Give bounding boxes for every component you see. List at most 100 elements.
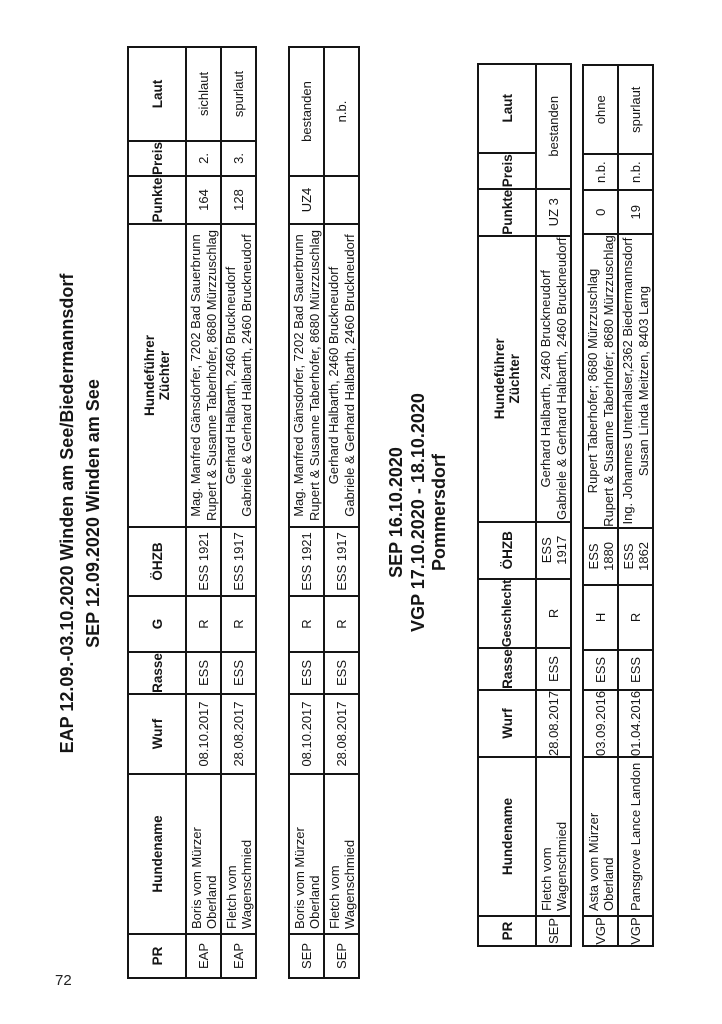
cell-rasse: ESS [221,652,256,694]
cell-wurf: 03.09.2016 [583,689,618,757]
col-header-laut: Laut [478,63,536,153]
cell-rasse: ESS [289,652,324,694]
cell-hundename: Fletch vom Wagenschmied [324,774,359,934]
header-zuechter: Züchter [507,353,522,404]
hundefuehrer-line: Gerhard Halbarth, 2460 Bruckneudorf [223,266,238,485]
cell-hundefuehrer-zuechter: Ing. Johannes Unterhalser,2362 Biederman… [618,234,653,528]
table-row: EAP Boris vom Mürzer Oberland 08.10.2017… [186,46,221,978]
cell-pr: VGP [583,916,618,946]
table-vgp-results: VGP Asta vom Mürzer Oberland 03.09.2016 … [582,64,654,947]
cell-punkte: 0 [583,190,618,235]
cell-punkte: 19 [618,190,653,235]
cell-hundefuehrer-zuechter: Gerhard Halbarth, 2460 Bruckneudorf Gabr… [536,235,571,522]
zuechter-line: Gabriele & Gerhard Halbarth, 2460 Bruckn… [341,234,357,517]
cell-hundefuehrer-zuechter: Mag. Manfred Gänsdorfer, 7202 Bad Sauerb… [186,224,221,527]
header-hundefuehrer: Hundeführer [492,338,507,420]
zuechter-line: Rupert & Susanne Taberhofer, 8680 Mürzzu… [306,230,322,521]
cell-result: bestanden [289,47,324,176]
cell-wurf: 01.04.2016 [618,689,653,757]
cell-punkte [324,176,359,224]
page-number: 72 [55,972,72,989]
cell-rasse: ESS [536,648,571,690]
hundefuehrer-line: Ing. Johannes Unterhalser,2362 Biederman… [620,237,635,525]
cell-ohzb: ESS 1921 [289,527,324,596]
col-header-pr: PR [478,916,536,946]
col-header-hundename: Hundename [478,757,536,916]
cell-pr: EAP [186,934,221,978]
table-eap-results: PR Hundename Wurf Rasse G ÖHZB Hundeführ… [127,46,257,979]
cell-hundename: Fletch vom Wagenschmied [536,757,571,916]
cell-rasse: ESS [618,649,653,690]
table-row: EAP Fletch vom Wagenschmied 28.08.2017 E… [221,46,256,978]
col-header-rasse: Rasse [478,648,536,690]
cell-preis: n.b. [583,154,618,191]
header-hundefuehrer: Hundeführer [142,335,157,416]
cell-wurf: 28.08.2017 [324,694,359,774]
cell-hundefuehrer-zuechter: Mag. Manfred Gänsdorfer, 7202 Bad Sauerb… [289,224,324,527]
table-row: VGP Pansgrove Lance Landon 01.04.2016 ES… [618,65,653,946]
cell-geschlecht: R [536,578,571,649]
col-header-rasse: Rasse [128,652,186,694]
table-row: VGP Asta vom Mürzer Oberland 03.09.2016 … [583,65,618,946]
zuechter-line: Gabriele & Gerhard Halbarth, 2460 Bruckn… [238,234,254,517]
cell-hundename: Fletch vom Wagenschmied [221,774,256,934]
cell-laut: sichlaut [186,46,221,141]
cell-ohzb: ESS 1880 [583,527,618,585]
cell-punkte: UZ 3 [536,188,571,236]
col-header-punkte: Punkte [478,188,536,236]
hundefuehrer-line: Gerhard Halbarth, 2460 Bruckneudorf [326,266,341,485]
col-header-laut: Laut [128,46,186,141]
cell-ohzb: ESS 1917 [324,527,359,596]
cell-g: R [324,596,359,652]
cell-pr: EAP [221,934,256,978]
cell-hundefuehrer-zuechter: Rupert Taberhofer; 8680 Mürzzuschlag Rup… [583,234,618,528]
hundefuehrer-line: Gerhard Halbarth, 2460 Bruckneudorf [538,269,553,488]
cell-result: n.b. [324,47,359,176]
cell-preis: n.b. [618,154,653,191]
section1-title-line1: EAP 12.09.-03.10.2020 Winden am See/Bied… [57,273,77,754]
cell-rasse: ESS [583,649,618,690]
cell-ohzb: ESS 1862 [618,527,653,585]
table-sep-results: SEP Boris vom Mürzer Oberland 08.10.2017… [288,46,360,979]
col-header-preis: Preis [478,152,536,189]
section2-title-line3: Pommersdorf [429,453,449,572]
section2-title-line1: SEP 16.10.2020 [386,447,406,578]
col-header-hundename: Hundename [128,774,186,934]
zuechter-line: Rupert & Susanne Taberhofer, 8680 Mürzzu… [203,230,219,521]
cell-hundefuehrer-zuechter: Gerhard Halbarth, 2460 Bruckneudorf Gabr… [221,224,256,527]
hundefuehrer-line: Mag. Manfred Gänsdorfer, 7202 Bad Sauerb… [291,234,306,517]
cell-geschlecht: H [583,584,618,650]
hundefuehrer-line: Rupert Taberhofer; 8680 Mürzzuschlag [585,268,600,494]
cell-rasse: ESS [186,652,221,694]
section2-titles: SEP 16.10.2020 VGP 17.10.2020 - 18.10.20… [386,78,451,947]
table-row: SEP Boris vom Mürzer Oberland 08.10.2017… [289,47,324,978]
zuechter-line: Susan Linda Meitzen, 8403 Lang [635,286,651,477]
cell-geschlecht: R [618,584,653,650]
cell-hundename: Pansgrove Lance Landon [618,757,653,916]
cell-wurf: 08.10.2017 [186,694,221,774]
cell-pr: SEP [536,916,571,946]
col-header-punkte: Punkte [128,176,186,224]
cell-wurf: 28.08.2017 [221,694,256,774]
cell-g: R [289,596,324,652]
zuechter-line: Rupert & Susanne Taberhofer; 8680 Mürzzu… [600,235,616,527]
section2-title-line2: VGP 17.10.2020 - 18.10.2020 [407,393,428,632]
cell-laut: spurlaut [618,65,653,155]
section1-title-line2: SEP 12.09.2020 Winden am See [83,379,103,648]
col-header-hundefuehrer-zuechter: Hundeführer Züchter [478,235,536,522]
col-header-wurf: Wurf [478,689,536,757]
hundefuehrer-line: Mag. Manfred Gänsdorfer, 7202 Bad Sauerb… [188,234,203,517]
section1-titles: EAP 12.09.-03.10.2020 Winden am See/Bied… [54,48,106,979]
cell-result: bestanden [536,63,571,189]
col-header-g: G [128,596,186,652]
cell-punkte: 164 [186,176,221,224]
col-header-ohzb: ÖHZB [478,521,536,579]
cell-ohzb: ESS 1917 [221,527,256,596]
cell-preis: 2. [186,140,221,176]
col-header-ohzb: ÖHZB [128,527,186,596]
cell-hundename: Boris vom Mürzer Oberland [186,774,221,934]
col-header-pr: PR [128,934,186,978]
cell-pr: VGP [618,916,653,946]
cell-punkte: 128 [221,176,256,224]
cell-hundename: Boris vom Mürzer Oberland [289,774,324,934]
